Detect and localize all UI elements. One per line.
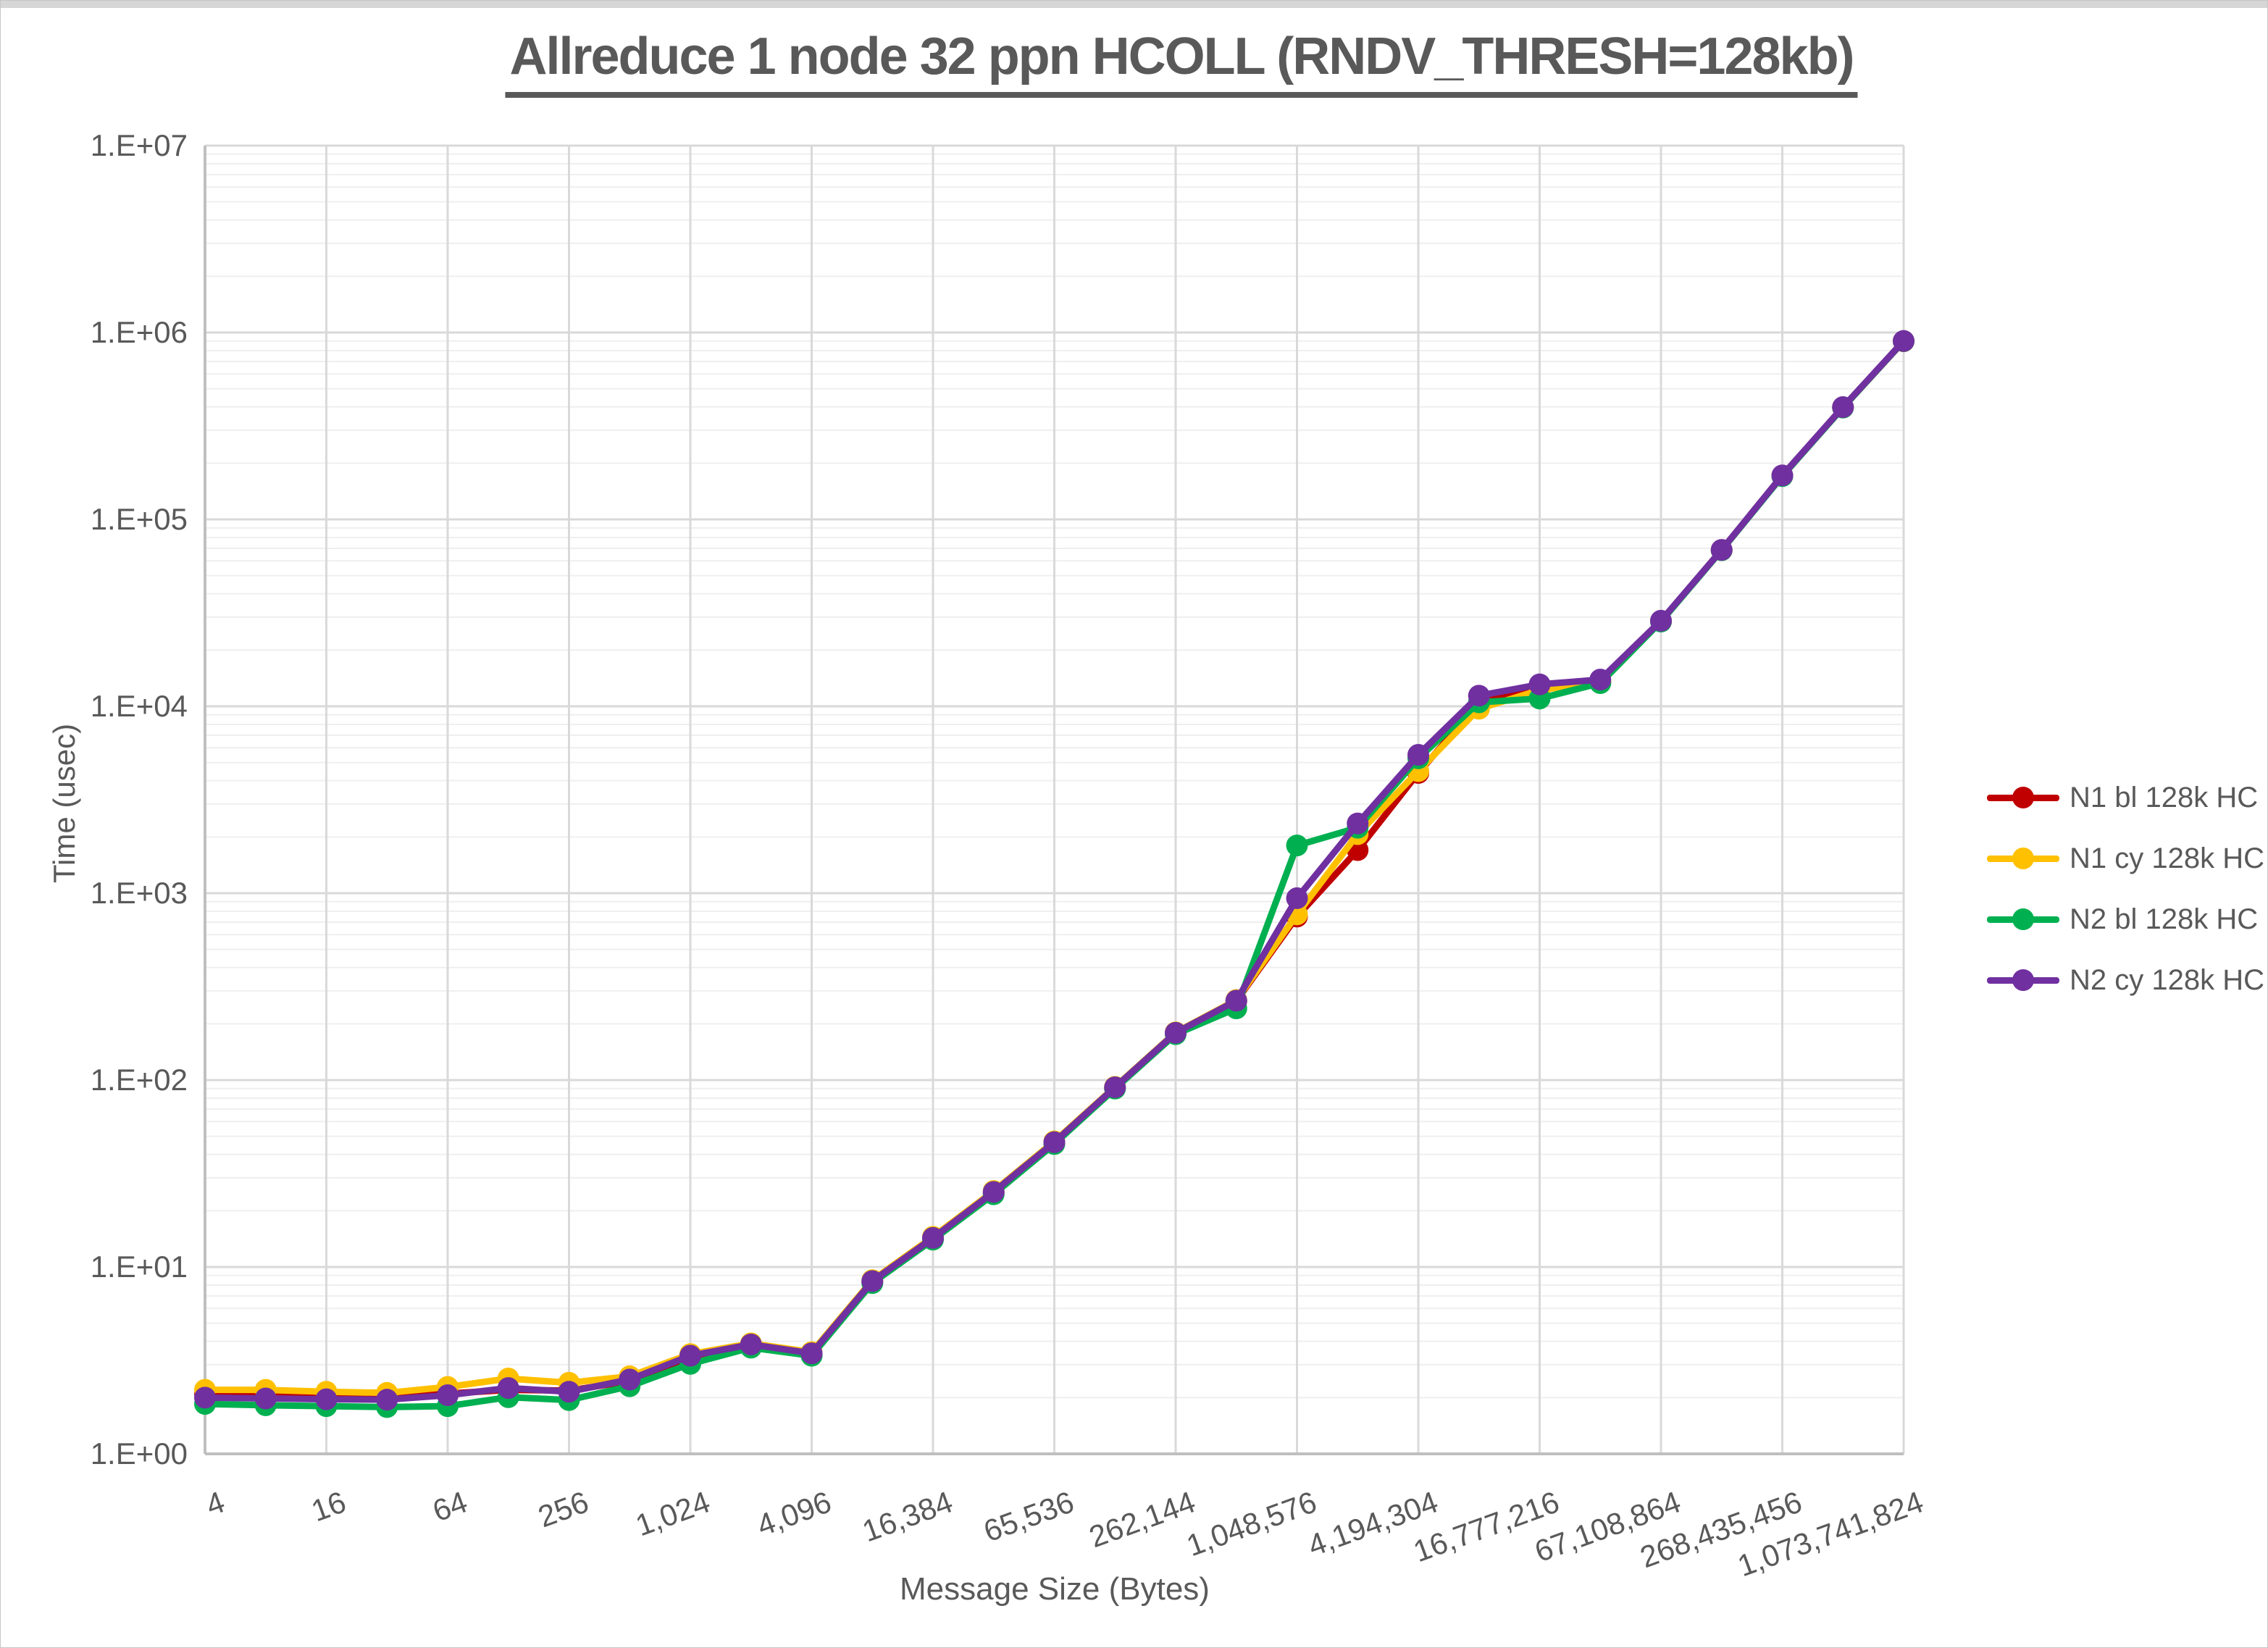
data-point-n2-cy-128k-hc[interactable] (679, 1344, 701, 1367)
window-top-strip (1, 1, 2267, 8)
legend-item-n1-bl[interactable]: N1 bl 128k HC (1987, 767, 2264, 828)
x-tick-label: 1,024 (631, 1484, 714, 1542)
data-point-n2-cy-128k-hc[interactable] (1468, 685, 1490, 707)
y-tick-label: 1.E+03 (91, 876, 188, 910)
data-point-n2-cy-128k-hc[interactable] (1225, 990, 1247, 1012)
x-axis-title[interactable]: Message Size (Bytes) (900, 1571, 1210, 1607)
data-point-n2-cy-128k-hc[interactable] (619, 1368, 641, 1391)
data-point-n2-bl-128k-hc[interactable] (1286, 835, 1308, 857)
y-tick-label: 1.E+05 (91, 502, 188, 536)
data-point-n2-cy-128k-hc[interactable] (1407, 743, 1429, 766)
chart-title[interactable]: Allreduce 1 node 32 ppn HCOLL (RNDV_THRE… (505, 27, 1858, 98)
y-tick-label: 1.E+06 (91, 315, 188, 349)
legend-line-marker-icon (1987, 786, 2059, 809)
y-axis-title[interactable]: Time (usec) (47, 723, 81, 884)
data-point-n2-cy-128k-hc[interactable] (315, 1388, 338, 1410)
data-point-n2-cy-128k-hc[interactable] (497, 1377, 519, 1400)
y-tick-label: 1.E+04 (91, 689, 188, 723)
legend-label: N1 cy 128k HC (2070, 842, 2264, 874)
y-tick-label: 1.E+07 (91, 128, 188, 162)
data-point-n2-cy-128k-hc[interactable] (982, 1181, 1005, 1203)
x-tick-label: 65,536 (979, 1484, 1079, 1548)
x-tick-label: 262,144 (1084, 1484, 1200, 1554)
x-tick-label: 16 (307, 1484, 351, 1528)
x-tick-label: 256 (534, 1484, 593, 1534)
data-point-n2-cy-128k-hc[interactable] (194, 1386, 216, 1409)
data-point-n2-cy-128k-hc[interactable] (1710, 539, 1733, 561)
legend-item-n2-bl[interactable]: N2 bl 128k HC (1987, 889, 2264, 950)
x-tick-label: 4 (201, 1484, 229, 1522)
data-point-n2-cy-128k-hc[interactable] (1832, 396, 1854, 418)
data-point-n2-cy-128k-hc[interactable] (1771, 464, 1794, 487)
x-tick-label: 4,096 (753, 1484, 836, 1542)
data-point-n2-cy-128k-hc[interactable] (558, 1381, 580, 1403)
legend-item-n1-cy[interactable]: N1 cy 128k HC (1987, 828, 2264, 889)
legend-label: N1 bl 128k HC (2070, 781, 2259, 813)
x-tick-label: 64 (428, 1484, 472, 1528)
data-point-n2-cy-128k-hc[interactable] (740, 1333, 762, 1355)
legend-line-marker-icon (1987, 908, 2059, 931)
data-point-n2-cy-128k-hc[interactable] (922, 1226, 944, 1249)
legend[interactable]: N1 bl 128k HC N1 cy 128k HC N2 bl 128k H… (1987, 767, 2264, 1011)
data-point-n2-cy-128k-hc[interactable] (1286, 887, 1308, 909)
data-point-n2-cy-128k-hc[interactable] (376, 1389, 398, 1411)
y-tick-label: 1.E+01 (91, 1250, 188, 1284)
data-point-n2-cy-128k-hc[interactable] (254, 1387, 277, 1410)
data-point-n2-cy-128k-hc[interactable] (800, 1342, 823, 1365)
data-point-n2-cy-128k-hc[interactable] (437, 1384, 459, 1407)
legend-line-marker-icon (1987, 847, 2059, 870)
data-point-n2-cy-128k-hc[interactable] (1650, 609, 1672, 632)
data-point-n2-cy-128k-hc[interactable] (861, 1270, 884, 1292)
data-point-n2-cy-128k-hc[interactable] (1893, 330, 1915, 352)
legend-item-n2-cy[interactable]: N2 cy 128k HC (1987, 950, 2264, 1011)
legend-line-marker-icon (1987, 969, 2059, 992)
y-tick-label: 1.E+02 (91, 1063, 188, 1097)
x-tick-label: 16,384 (858, 1484, 957, 1548)
data-point-n2-cy-128k-hc[interactable] (1589, 669, 1612, 691)
data-point-n2-cy-128k-hc[interactable] (1043, 1131, 1066, 1153)
data-point-n2-cy-128k-hc[interactable] (1104, 1076, 1126, 1098)
legend-label: N2 cy 128k HC (2070, 963, 2264, 996)
data-point-n2-cy-128k-hc[interactable] (1528, 673, 1551, 695)
y-tick-label: 1.E+00 (91, 1436, 188, 1471)
data-point-n2-cy-128k-hc[interactable] (1165, 1021, 1187, 1044)
x-tick-label: 1,048,576 (1182, 1484, 1321, 1563)
data-point-n2-cy-128k-hc[interactable] (1347, 812, 1369, 835)
legend-label: N2 bl 128k HC (2070, 903, 2259, 935)
